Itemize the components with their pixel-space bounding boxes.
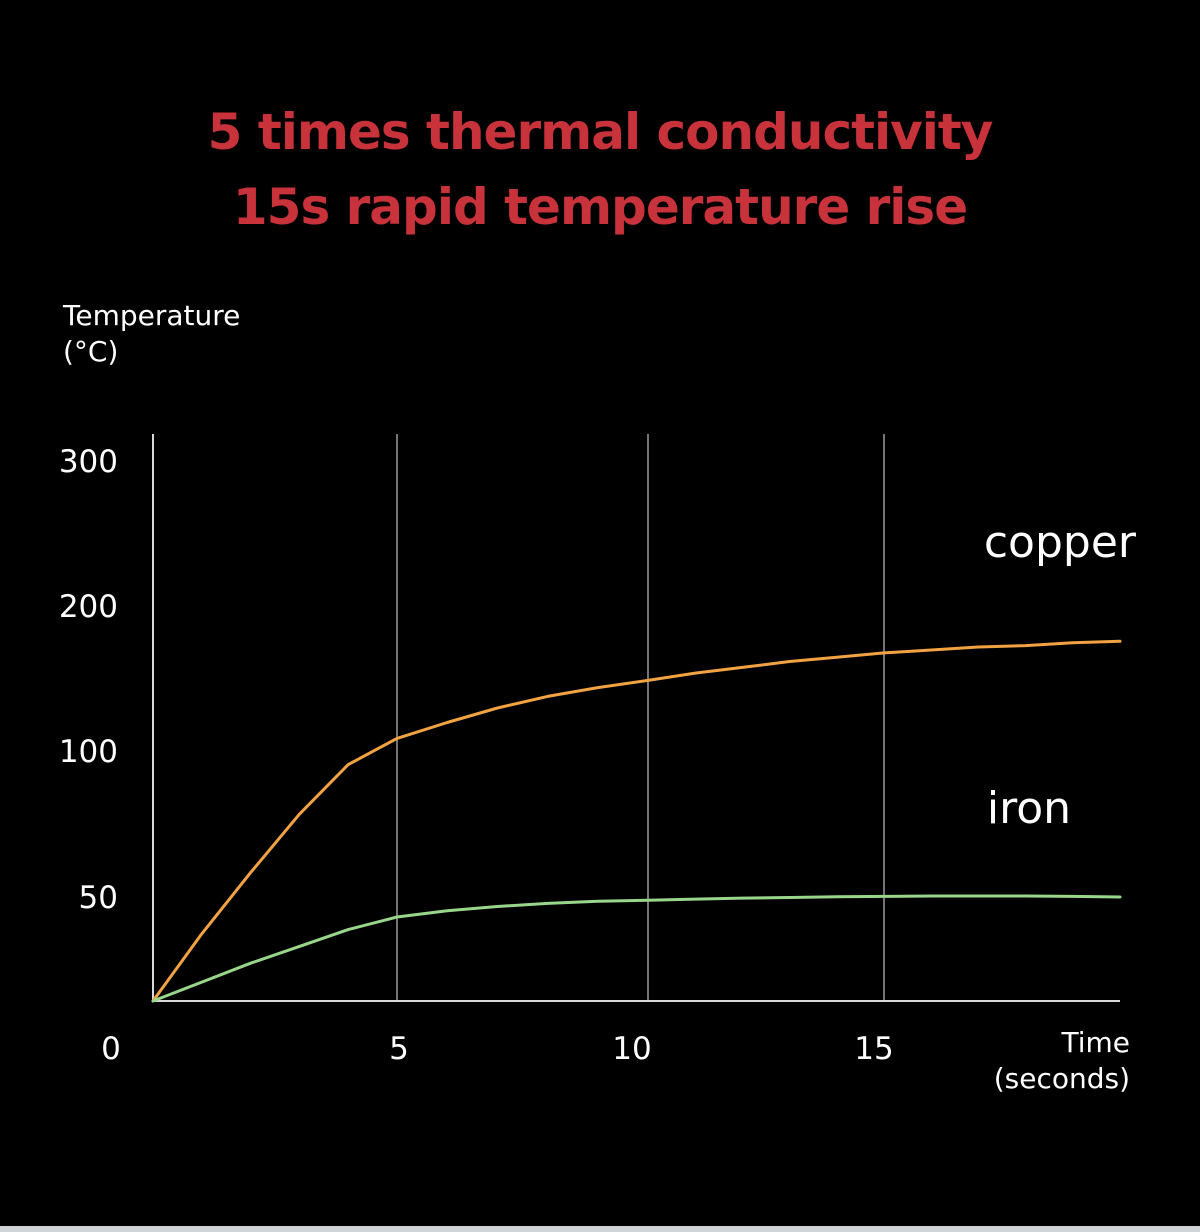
chart-title-line-2: 15s rapid temperature rise xyxy=(232,178,968,236)
series-line-iron xyxy=(151,894,1122,1003)
series-label-iron: iron xyxy=(987,783,1071,834)
axes xyxy=(152,434,1120,1002)
x-axis-label-line-1: Time xyxy=(1060,1026,1130,1059)
series-lines xyxy=(151,639,1122,1003)
x-axis-label-line-2: (seconds) xyxy=(994,1062,1130,1095)
y-tick-label-50: 50 xyxy=(79,880,118,916)
x-tick-label-0: 0 xyxy=(101,1031,121,1067)
y-tick-label-200: 200 xyxy=(59,589,118,625)
gridlines xyxy=(396,434,885,1001)
x-tick-label-5: 5 xyxy=(389,1031,409,1067)
axis-labels: 50 100 200 300 0 5 10 15 Temperature(°C) Time(sec… xyxy=(59,299,1137,1095)
series-label-copper: copper xyxy=(984,517,1137,568)
y-tick-label-300: 300 xyxy=(59,444,118,480)
x-tick-label-10: 10 xyxy=(612,1031,651,1067)
x-tick-label-15: 15 xyxy=(854,1031,893,1067)
series-line-copper xyxy=(151,639,1122,1003)
y-axis-label-line-2: (°C) xyxy=(63,335,118,368)
y-axis-label-line-1: Temperature xyxy=(62,299,240,332)
y-tick-label-100: 100 xyxy=(59,734,118,770)
bottom-divider xyxy=(0,1226,1200,1232)
chart-title-line-1: 5 times thermal conductivity xyxy=(207,103,994,161)
